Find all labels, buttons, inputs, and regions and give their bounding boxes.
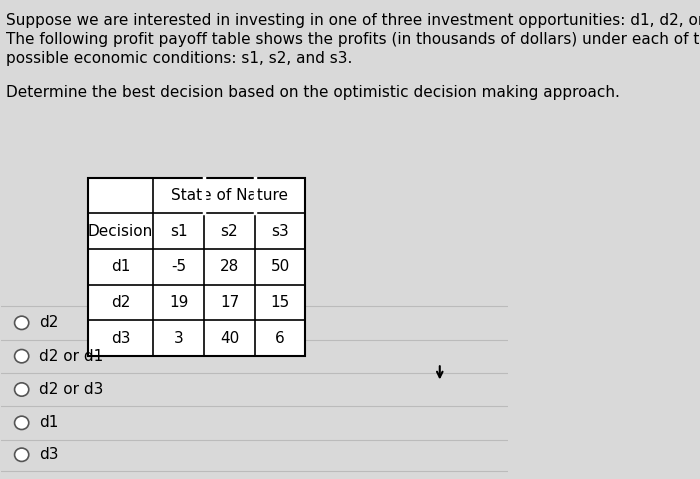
Circle shape — [15, 448, 29, 461]
Text: s3: s3 — [272, 224, 289, 239]
Text: d3: d3 — [111, 331, 130, 346]
Text: d3: d3 — [39, 447, 59, 462]
Text: d2: d2 — [111, 295, 130, 310]
Text: 6: 6 — [275, 331, 285, 346]
Text: s1: s1 — [170, 224, 188, 239]
Circle shape — [15, 383, 29, 396]
Text: d2 or d3: d2 or d3 — [39, 382, 104, 397]
Text: d2 or d1: d2 or d1 — [39, 349, 104, 364]
Text: Suppose we are interested in investing in one of three investment opportunities:: Suppose we are interested in investing i… — [6, 13, 700, 28]
Text: -5: -5 — [172, 260, 186, 274]
Bar — [88, 178, 305, 356]
Circle shape — [15, 350, 29, 363]
Text: Determine the best decision based on the optimistic decision making approach.: Determine the best decision based on the… — [6, 85, 620, 100]
Text: 40: 40 — [220, 331, 239, 346]
Circle shape — [15, 316, 29, 330]
Text: 50: 50 — [270, 260, 290, 274]
Text: d1: d1 — [111, 260, 130, 274]
Text: 28: 28 — [220, 260, 239, 274]
Circle shape — [15, 416, 29, 430]
Text: Decision: Decision — [88, 224, 153, 239]
Text: 17: 17 — [220, 295, 239, 310]
Text: 19: 19 — [169, 295, 188, 310]
Text: d2: d2 — [39, 315, 59, 331]
Text: The following profit payoff table shows the profits (in thousands of dollars) un: The following profit payoff table shows … — [6, 33, 700, 47]
Text: d1: d1 — [39, 415, 59, 430]
Text: possible economic conditions: s1, s2, and s3.: possible economic conditions: s1, s2, an… — [6, 51, 353, 67]
Text: State of Nature: State of Nature — [171, 188, 288, 203]
Text: 15: 15 — [270, 295, 290, 310]
Text: 3: 3 — [174, 331, 183, 346]
Text: s2: s2 — [220, 224, 238, 239]
